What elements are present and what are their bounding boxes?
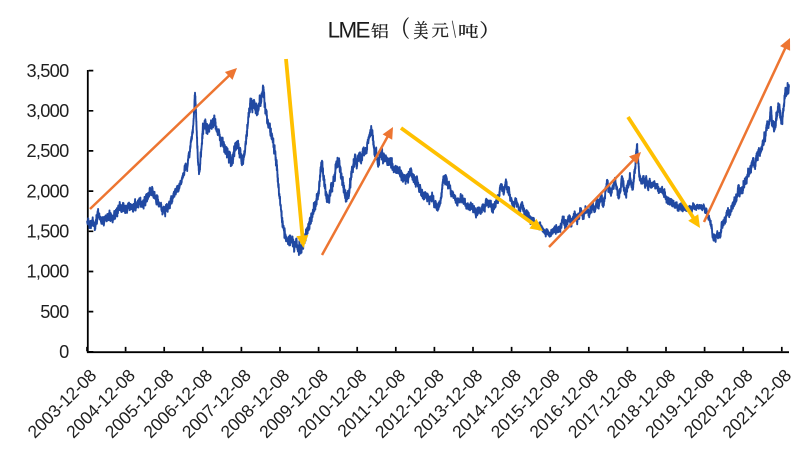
svg-text:1,000: 1,000	[26, 262, 69, 282]
svg-text:2,000: 2,000	[26, 181, 69, 201]
svg-text:LME: LME	[328, 18, 370, 43]
svg-text:2,500: 2,500	[26, 141, 69, 161]
svg-text:1,500: 1,500	[26, 222, 69, 242]
svg-text:3,000: 3,000	[26, 101, 69, 121]
svg-text:0: 0	[59, 342, 69, 362]
svg-text:500: 500	[40, 302, 69, 322]
svg-text:3,500: 3,500	[26, 61, 69, 81]
